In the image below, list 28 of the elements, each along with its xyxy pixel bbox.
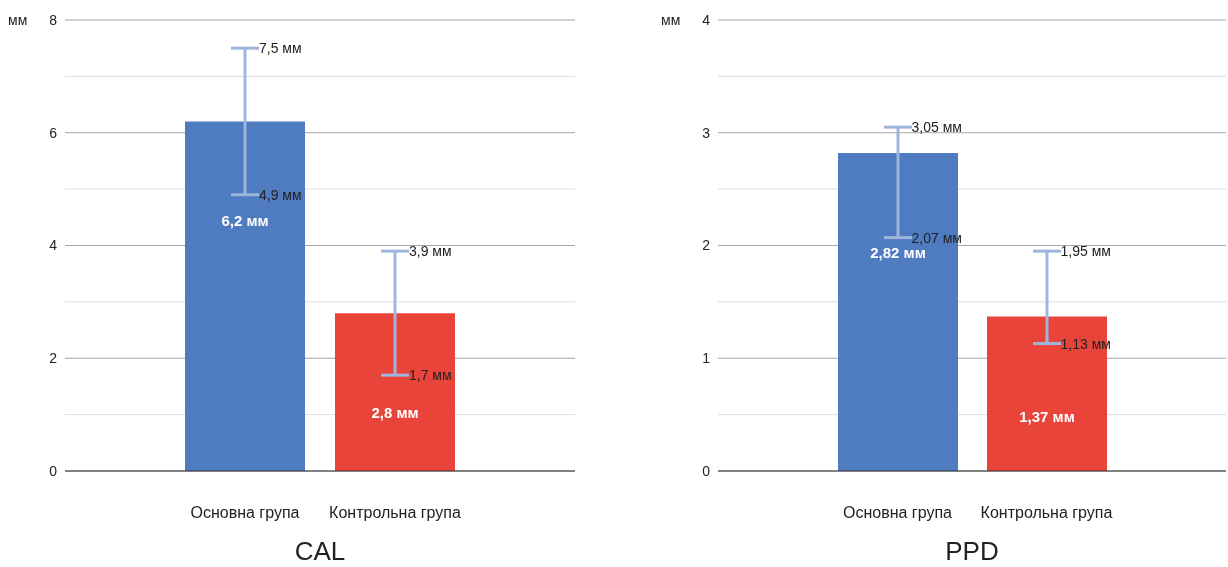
x-tick-label: Основна група bbox=[843, 504, 953, 522]
y-tick-label: 0 bbox=[702, 462, 711, 479]
annotation: 1,7 мм bbox=[409, 367, 452, 384]
y-tick-label: 2 bbox=[49, 350, 58, 367]
y-tick-label: 0 bbox=[49, 462, 58, 479]
data-label: 2,82 мм bbox=[870, 244, 926, 262]
y-tick-label: 6 bbox=[49, 124, 58, 141]
y-tick-label: 2 bbox=[702, 237, 711, 254]
y-tick-label: 4 bbox=[49, 237, 58, 254]
data-label: 1,37 мм bbox=[1019, 407, 1075, 425]
text: PPD bbox=[944, 536, 1000, 567]
data-label: 2,8 мм bbox=[371, 404, 419, 422]
data-label: 6,2 мм bbox=[221, 212, 269, 230]
x-tick-label: Контрольна група bbox=[980, 504, 1113, 522]
annotation: 3,05 мм bbox=[911, 119, 962, 136]
x-tick-label: Контрольна група bbox=[329, 504, 461, 522]
x-tick-label: Основна група bbox=[190, 504, 300, 522]
annotation: 4,9 мм bbox=[259, 186, 302, 203]
y-axis-title: мм bbox=[8, 12, 28, 28]
y-tick-label: 1 bbox=[702, 350, 711, 367]
y-tick-label: 3 bbox=[702, 124, 711, 141]
annotation: 7,5 мм bbox=[259, 40, 302, 57]
y-tick-label: 8 bbox=[49, 11, 58, 28]
annotation: 3,9 мм bbox=[409, 243, 452, 260]
annotation: 1,95 мм bbox=[1060, 243, 1111, 260]
text: CAL bbox=[293, 536, 347, 567]
y-tick-label: 4 bbox=[702, 11, 711, 28]
y-axis-title: мм bbox=[661, 12, 681, 28]
